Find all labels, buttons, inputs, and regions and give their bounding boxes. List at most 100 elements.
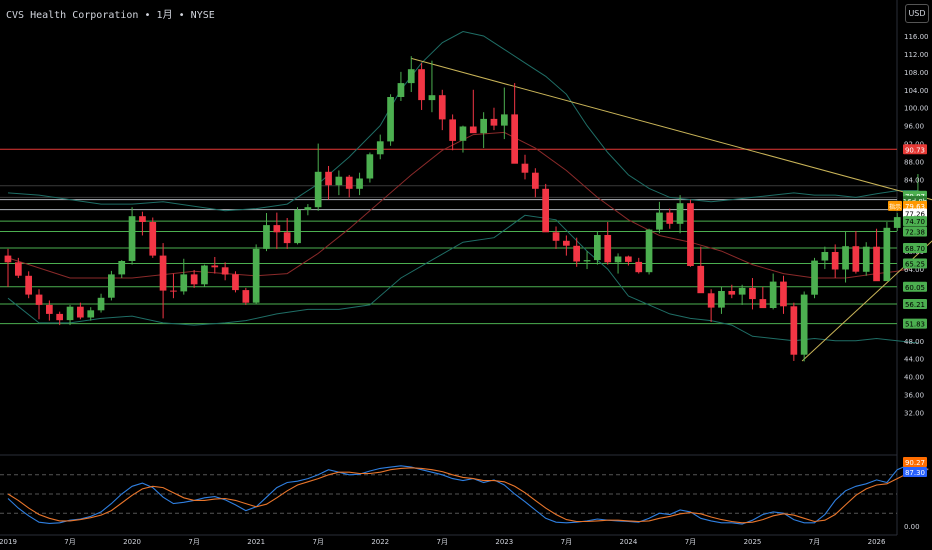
- oscillator-axis-tick-label: 0.00: [904, 523, 920, 531]
- time-axis-tick-label: 2022: [371, 538, 389, 546]
- candle-body: [397, 83, 405, 97]
- candle-body: [283, 232, 291, 244]
- price-label-box: [903, 281, 927, 292]
- currency-button[interactable]: USD: [905, 4, 929, 23]
- header-separator-2: •: [178, 10, 185, 21]
- price-axis-tick-label: 40.00: [904, 374, 924, 382]
- candle-body: [542, 188, 549, 233]
- time-axis-tick-label: 7月: [809, 538, 820, 546]
- candle-body: [159, 255, 167, 291]
- price-label-text: 72.38: [905, 229, 925, 237]
- price-axis-tick-label: 32.00: [904, 410, 924, 418]
- candle-body: [273, 225, 281, 233]
- candle-body: [366, 154, 374, 179]
- candle-body: [687, 203, 694, 266]
- bollinger-lower-line: [7, 214, 918, 344]
- price-axis-tick-label: 100.00: [904, 105, 929, 113]
- candle-body: [314, 171, 322, 208]
- candle-body: [252, 248, 260, 303]
- candle-body: [893, 217, 901, 228]
- candle-body: [190, 274, 198, 285]
- price-label-text: 51.83: [905, 321, 925, 329]
- candle-body: [604, 235, 612, 263]
- time-axis-tick-label: 7月: [437, 538, 448, 546]
- symbol-name: CVS Health Corporation: [6, 10, 139, 21]
- price-axis-tick-label: 96.00: [904, 123, 924, 131]
- candle-body: [552, 232, 560, 241]
- trendline: [801, 240, 932, 362]
- oscillator-last-label-box: [903, 457, 927, 467]
- candle-body: [232, 274, 239, 291]
- header-separator: •: [144, 10, 151, 21]
- price-axis-tick-label: 104.00: [904, 87, 929, 95]
- candle-body: [594, 235, 601, 261]
- candle-body: [428, 95, 436, 101]
- bollinger-basis-line: [7, 131, 919, 279]
- candle-body: [635, 261, 643, 273]
- price-axis-tick-label: 116.00: [904, 33, 929, 41]
- trendline: [411, 57, 932, 201]
- candle-body: [118, 261, 126, 275]
- candle-body: [759, 299, 767, 309]
- candle-body: [780, 281, 787, 307]
- time-axis-tick-label: 2023: [495, 538, 513, 546]
- price-label-text: 77.26: [905, 210, 926, 218]
- candle-body: [66, 306, 74, 321]
- candle-body: [625, 256, 632, 262]
- candle-body: [614, 256, 622, 263]
- candle-body: [325, 171, 332, 186]
- candle-body: [345, 176, 353, 189]
- candle-body: [459, 126, 467, 141]
- oscillator-last-label-box: [903, 467, 927, 477]
- bollinger-upper-line: [7, 30, 918, 212]
- price-label-text: 65.25: [905, 260, 925, 268]
- candle-body: [438, 95, 446, 120]
- candle-body: [356, 178, 363, 189]
- candle-body: [77, 306, 84, 318]
- price-label-box: [903, 258, 927, 269]
- candle-body: [532, 172, 539, 189]
- time-axis-tick-label: 2026: [868, 538, 886, 546]
- candle-body: [128, 216, 136, 261]
- candle-body: [563, 240, 570, 246]
- oscillator-last-label-text: 90.27: [905, 459, 925, 467]
- candle-body: [707, 293, 715, 308]
- price-axis-tick-label: 36.00: [904, 392, 924, 400]
- stoch-k-line: [7, 464, 929, 525]
- time-axis-tick-label: 7月: [312, 538, 323, 546]
- candle-body: [521, 163, 529, 173]
- candle-body: [676, 203, 684, 224]
- price-label-box: [903, 226, 927, 237]
- price-label-box: [903, 216, 927, 227]
- candle-body: [790, 306, 798, 355]
- price-tag-box: [888, 200, 902, 211]
- time-axis-tick-label: 7月: [64, 538, 75, 546]
- candle-body: [511, 114, 518, 164]
- price-label-box: [903, 200, 927, 211]
- price-label-text: 74.70: [905, 218, 925, 226]
- candle-body: [449, 119, 456, 141]
- interval-label[interactable]: 1月: [156, 10, 173, 21]
- price-label-text: 68.70: [905, 245, 925, 253]
- price-tag-text: 指示: [889, 203, 901, 211]
- candle-body: [883, 227, 891, 282]
- candle-body: [852, 246, 860, 272]
- candle-body: [407, 69, 415, 84]
- candle-body: [35, 294, 43, 305]
- candle-body: [221, 267, 229, 275]
- candle-body: [738, 287, 746, 295]
- candle-body: [15, 262, 22, 276]
- candle-body: [666, 212, 674, 224]
- candle-body: [645, 229, 653, 273]
- symbol-header[interactable]: CVS Health Corporation • 1月 • NYSE: [6, 6, 215, 21]
- candle-body: [697, 265, 705, 294]
- price-label-text: 56.21: [905, 301, 925, 309]
- candle-body: [139, 216, 146, 222]
- candle-body: [821, 252, 829, 261]
- time-axis-tick-label: 2024: [619, 538, 637, 546]
- price-label-box: [903, 208, 927, 219]
- candle-body: [480, 118, 487, 134]
- price-label-box: [903, 243, 927, 254]
- candle-body: [242, 290, 250, 303]
